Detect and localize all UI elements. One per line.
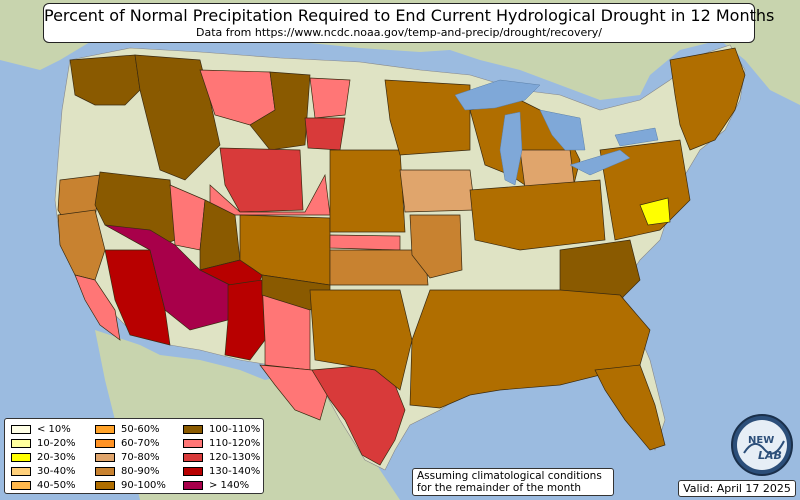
legend-item: 20-30%	[11, 451, 76, 463]
legend-swatch	[95, 466, 115, 476]
legend-item: 40-50%	[11, 479, 76, 491]
title-box: Percent of Normal Precipitation Required…	[43, 3, 775, 43]
legend-swatch	[95, 438, 115, 448]
legend-swatch	[11, 466, 31, 476]
assumption-note: Assuming climatological conditions for t…	[412, 468, 614, 496]
region-pacific-northwest-coast	[69, 54, 141, 106]
legend-swatch	[11, 424, 31, 434]
lake-erie	[569, 149, 631, 176]
legend-item: 110-120%	[183, 437, 260, 449]
valid-date: Valid: April 17 2025	[678, 480, 796, 497]
legend-item: 10-20%	[11, 437, 76, 449]
legend-label: 40-50%	[37, 479, 76, 491]
newlab-logo: NEW LAB	[731, 414, 793, 476]
legend-swatch	[183, 424, 203, 434]
legend-label: 100-110%	[209, 423, 261, 435]
legend-item: > 140%	[183, 479, 249, 491]
legend-item: 90-100%	[95, 479, 166, 491]
legend-item: 50-60%	[95, 423, 160, 435]
legend-label: 60-70%	[121, 437, 160, 449]
lake-huron	[539, 109, 586, 151]
legend-label: 50-60%	[121, 423, 160, 435]
legend-label: > 140%	[209, 479, 250, 491]
legend-item: < 10%	[11, 423, 71, 435]
region-south-dakota-west	[304, 117, 346, 151]
legend-swatch	[183, 480, 203, 490]
legend-swatch	[183, 438, 203, 448]
region-kansas-south	[329, 249, 429, 286]
legend-label: 20-30%	[37, 451, 76, 463]
region-ohio-valley	[469, 179, 606, 251]
legend-label: 90-100%	[121, 479, 166, 491]
region-florida	[594, 364, 666, 451]
legend-item: 60-70%	[95, 437, 160, 449]
region-kansas-pink	[329, 234, 401, 251]
region-minnesota-upper-midwest	[384, 79, 471, 156]
region-missouri	[409, 214, 463, 279]
legend-swatch	[183, 466, 203, 476]
map-title: Percent of Normal Precipitation Required…	[44, 6, 775, 25]
note-line-1: Assuming climatological conditions	[417, 470, 602, 482]
legend-swatch	[95, 452, 115, 462]
legend-label: 130-140%	[209, 465, 261, 477]
region-maryland	[639, 197, 671, 226]
region-texas-east	[309, 289, 413, 391]
region-wyoming-red	[219, 147, 304, 213]
legend: < 10% 10-20% 20-30% 30-40% 40-50% 50-60% 60-70…	[4, 418, 264, 494]
legend-swatch	[95, 424, 115, 434]
legend-label: 30-40%	[37, 465, 76, 477]
lake-superior	[454, 79, 541, 111]
legend-item: 30-40%	[11, 465, 76, 477]
legend-swatch	[183, 452, 203, 462]
logo-text-top: NEW	[748, 435, 774, 446]
region-iowa-orange	[399, 169, 476, 213]
lake-ontario	[614, 127, 659, 147]
region-nebraska	[329, 149, 406, 233]
legend-label: < 10%	[37, 423, 71, 435]
map-subtitle: Data from https://www.ncdc.noaa.gov/temp…	[196, 26, 602, 39]
legend-label: 10-20%	[37, 437, 76, 449]
legend-swatch	[11, 480, 31, 490]
legend-swatch	[11, 438, 31, 448]
legend-label: 80-90%	[121, 465, 160, 477]
legend-item: 120-130%	[183, 451, 260, 463]
logo-text-bottom: LAB	[758, 449, 782, 462]
legend-item: 100-110%	[183, 423, 260, 435]
legend-swatch	[11, 452, 31, 462]
legend-item: 80-90%	[95, 465, 160, 477]
lake-michigan	[499, 111, 523, 186]
region-southern-california-coast	[74, 274, 121, 341]
legend-label: 120-130%	[209, 451, 261, 463]
legend-swatch	[95, 480, 115, 490]
legend-item: 130-140%	[183, 465, 260, 477]
legend-label: 110-120%	[209, 437, 261, 449]
legend-item: 70-80%	[95, 451, 160, 463]
legend-label: 70-80%	[121, 451, 160, 463]
region-gulf-coast-southeast	[409, 289, 651, 409]
note-line-2: for the remainder of the month	[417, 482, 582, 494]
region-north-dakota	[309, 77, 351, 119]
region-new-england	[669, 47, 746, 151]
region-new-mexico-west	[224, 279, 266, 361]
